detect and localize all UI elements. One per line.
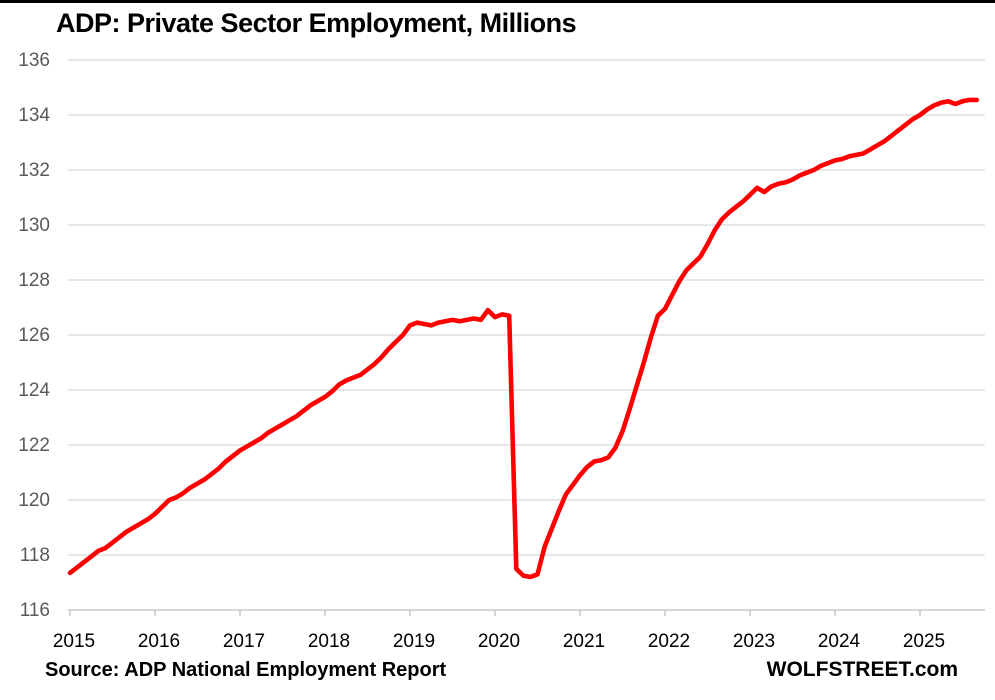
y-axis-tick-label: 132 (18, 160, 50, 181)
wolfstreet-branding: WOLFSTREET.com (766, 658, 958, 681)
chart-title: ADP: Private Sector Employment, Millions (56, 8, 577, 38)
x-axis-tick-label: 2024 (818, 631, 861, 652)
x-axis-tick-label: 2023 (733, 631, 775, 652)
x-axis-tick-label: 2017 (223, 631, 265, 652)
x-axis-tick-label: 2015 (53, 631, 95, 652)
x-axis-tick-label: 2016 (138, 631, 180, 652)
y-axis-tick-label: 124 (18, 380, 50, 401)
y-axis-tick-label: 136 (18, 50, 50, 71)
x-axis-tick-label: 2020 (478, 631, 520, 652)
employment-series-line (67, 97, 980, 580)
y-axis-tick-label: 130 (18, 215, 50, 236)
x-axis-tick-label: 2018 (308, 631, 350, 652)
source-note: Source: ADP National Employment Report (45, 659, 447, 681)
y-axis-tick-label: 126 (18, 325, 50, 346)
y-axis-tick-label: 122 (18, 435, 50, 456)
y-axis-tick-label: 116 (20, 600, 50, 621)
x-axis-tick-label: 2021 (563, 631, 605, 652)
top-border-line (0, 0, 995, 3)
x-axis-tick-label: 2022 (648, 631, 690, 652)
y-axis-tick-label: 120 (18, 490, 50, 511)
x-axis-tick-label: 2025 (903, 631, 945, 652)
chart-footer: Source: ADP National Employment Report W… (0, 658, 995, 682)
y-axis-tick-label: 128 (18, 270, 50, 291)
y-axis-tick-label: 134 (18, 105, 50, 126)
y-axis-tick-label: 118 (20, 545, 50, 566)
x-axis-tick-label: 2019 (393, 631, 435, 652)
